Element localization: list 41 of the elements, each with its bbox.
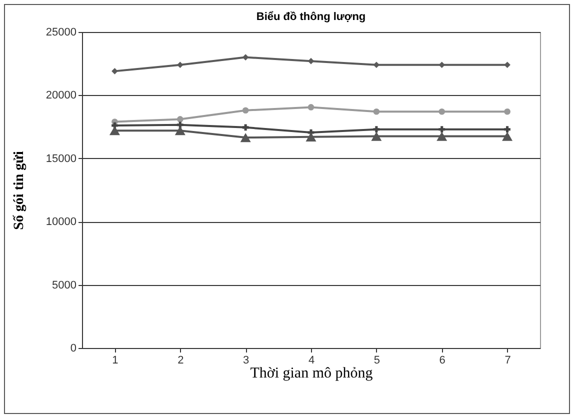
point [438,126,446,132]
point [308,58,314,64]
y-tick-label: 0 [70,342,76,354]
y-tick-label: 25000 [46,26,76,38]
point [308,104,314,110]
point [438,108,446,115]
point [371,132,382,141]
point [112,68,118,74]
chart-title: Biểu đồ thông lượng [256,11,366,23]
point [240,133,251,142]
x-tick-label: 4 [308,354,315,366]
point [504,108,510,115]
point [438,62,446,68]
y-tick-label: 20000 [46,90,76,102]
point [306,132,316,142]
x-tick-label: 6 [439,354,446,366]
x-tick-label: 2 [178,354,184,366]
point [373,126,380,132]
point [504,126,510,132]
point [242,107,249,114]
x-tick-label: 3 [243,354,250,366]
y-tick-label: 10000 [46,216,76,228]
x-tick-label: 7 [504,354,511,366]
point [176,122,184,128]
point [373,62,380,68]
point [174,126,186,136]
point [176,62,184,68]
point [242,124,249,131]
point [109,126,120,136]
y-tick-label: 5000 [52,279,76,292]
x-tick-label: 1 [112,354,118,366]
y-tick-label: 15000 [46,152,76,165]
x-axis-title: Thời gian mô phỏng [250,366,374,382]
x-tick-label: 5 [374,354,380,366]
point [176,116,184,122]
y-axis-title: Số gói tin gửi [12,150,27,230]
point [504,62,510,68]
point [436,132,448,141]
point [242,54,249,60]
point [373,108,380,115]
point [502,132,513,141]
